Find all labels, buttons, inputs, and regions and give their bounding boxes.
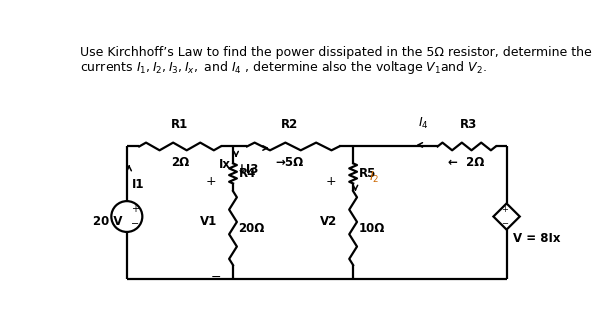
Text: R5: R5: [359, 167, 376, 180]
Text: Ix: Ix: [219, 158, 231, 171]
Text: R1: R1: [171, 118, 189, 131]
Text: ·: ·: [227, 273, 231, 288]
Text: I1: I1: [132, 179, 144, 192]
Text: currents $I_1, I_2, I_3, I_x,$ and $I_4$ , determine also the voltage $V_1$and $: currents $I_1, I_2, I_3, I_x,$ and $I_4$…: [79, 59, 486, 76]
Text: R3: R3: [460, 118, 477, 131]
Text: 20Ω: 20Ω: [238, 221, 265, 234]
Text: $I_4$: $I_4$: [417, 116, 428, 131]
Text: −: −: [502, 219, 509, 228]
Text: +: +: [130, 204, 139, 214]
Text: ·: ·: [347, 273, 352, 288]
Text: +: +: [326, 175, 337, 188]
Text: ←  2Ω: ← 2Ω: [448, 156, 485, 169]
Text: +: +: [502, 205, 508, 214]
Text: 20 V: 20 V: [94, 215, 123, 228]
Text: ↓I3: ↓I3: [237, 163, 259, 177]
Text: V1: V1: [200, 215, 218, 228]
Text: −: −: [211, 271, 221, 284]
Text: →5Ω: →5Ω: [276, 156, 304, 169]
Text: V2: V2: [320, 215, 337, 228]
Text: R4: R4: [238, 167, 256, 180]
Text: Use Kirchhoff’s Law to find the power dissipated in the 5Ω resistor, determine t: Use Kirchhoff’s Law to find the power di…: [79, 46, 591, 59]
Text: +: +: [206, 175, 216, 188]
Text: $I_2$: $I_2$: [369, 170, 379, 185]
Text: V = 8Ix: V = 8Ix: [513, 231, 560, 245]
Text: −: −: [130, 219, 139, 229]
Text: R2: R2: [280, 118, 298, 131]
Text: 10Ω: 10Ω: [359, 221, 385, 234]
Text: 2Ω: 2Ω: [171, 156, 189, 169]
